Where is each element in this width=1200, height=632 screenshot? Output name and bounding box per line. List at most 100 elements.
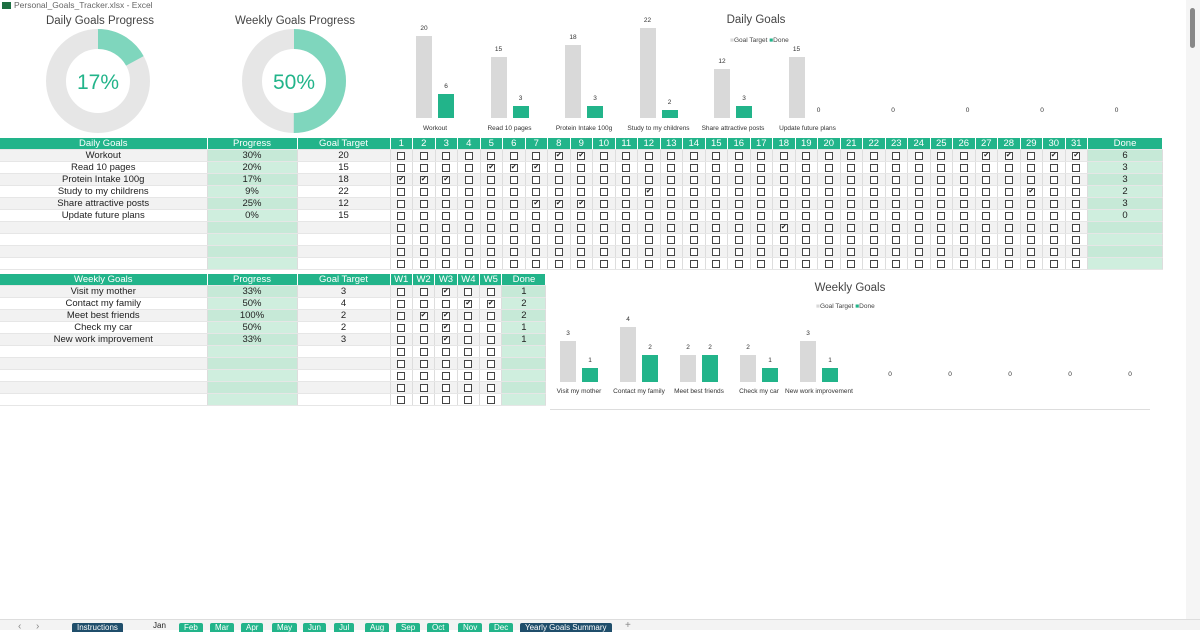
- checkbox[interactable]: [757, 235, 766, 244]
- checkbox[interactable]: [464, 259, 473, 268]
- progress-cell[interactable]: 50%: [207, 321, 298, 335]
- goal-cell[interactable]: [0, 381, 208, 395]
- checkbox[interactable]: [1049, 235, 1058, 244]
- checkbox[interactable]: [689, 175, 698, 184]
- checkbox[interactable]: [689, 151, 698, 160]
- checkbox[interactable]: [464, 383, 473, 392]
- checkbox[interactable]: [532, 223, 541, 232]
- checkbox[interactable]: [1049, 247, 1058, 256]
- checkbox[interactable]: [959, 175, 968, 184]
- checkbox[interactable]: [397, 347, 406, 356]
- goal-target-cell[interactable]: [297, 393, 391, 407]
- sheet-tab-yearly-goals-summary[interactable]: Yearly Goals Summary: [520, 623, 612, 632]
- goal-target-cell[interactable]: [297, 221, 391, 235]
- checkbox[interactable]: [847, 259, 856, 268]
- checkbox[interactable]: [712, 187, 721, 196]
- checkbox[interactable]: [869, 223, 878, 232]
- checkbox[interactable]: [757, 211, 766, 220]
- checkbox[interactable]: [757, 199, 766, 208]
- checkbox[interactable]: [779, 247, 788, 256]
- checkbox[interactable]: [442, 163, 451, 172]
- checkbox[interactable]: [1027, 211, 1036, 220]
- checkbox[interactable]: [982, 175, 991, 184]
- progress-cell[interactable]: [207, 369, 298, 383]
- checkbox[interactable]: [824, 187, 833, 196]
- checkbox[interactable]: [622, 259, 631, 268]
- checkbox[interactable]: [959, 235, 968, 244]
- checkbox[interactable]: [509, 223, 518, 232]
- checkbox[interactable]: [1027, 223, 1036, 232]
- goal-target-cell[interactable]: 18: [297, 173, 391, 187]
- checkbox[interactable]: [914, 223, 923, 232]
- done-cell[interactable]: 1: [501, 321, 547, 335]
- checkbox[interactable]: [622, 223, 631, 232]
- checkbox[interactable]: [464, 187, 473, 196]
- goal-cell[interactable]: [0, 345, 208, 359]
- checkbox[interactable]: [397, 323, 406, 332]
- checkbox[interactable]: [419, 371, 428, 380]
- checkbox[interactable]: [487, 175, 496, 184]
- checkbox[interactable]: [599, 175, 608, 184]
- checkbox[interactable]: [1004, 175, 1013, 184]
- checkbox[interactable]: [982, 235, 991, 244]
- checkbox[interactable]: [397, 187, 406, 196]
- checkbox[interactable]: [532, 175, 541, 184]
- checkbox[interactable]: [757, 151, 766, 160]
- checkbox[interactable]: [397, 223, 406, 232]
- checked-checkbox[interactable]: ✔: [532, 199, 541, 208]
- checkbox[interactable]: [397, 299, 406, 308]
- checkbox[interactable]: [441, 359, 450, 368]
- checkbox[interactable]: [1072, 223, 1081, 232]
- checkbox[interactable]: [554, 163, 563, 172]
- sheet-tab-jun[interactable]: Jun: [303, 623, 326, 632]
- checkbox[interactable]: [937, 175, 946, 184]
- checkbox[interactable]: [1049, 199, 1058, 208]
- goal-target-cell[interactable]: 22: [297, 185, 391, 199]
- checkbox[interactable]: [1004, 247, 1013, 256]
- checkbox[interactable]: [509, 199, 518, 208]
- done-cell[interactable]: [1087, 245, 1163, 259]
- progress-cell[interactable]: 100%: [207, 309, 298, 323]
- checked-checkbox[interactable]: ✔: [554, 151, 563, 160]
- checkbox[interactable]: [487, 259, 496, 268]
- checkbox[interactable]: [914, 187, 923, 196]
- checkbox[interactable]: [509, 151, 518, 160]
- checkbox[interactable]: [486, 347, 495, 356]
- checkbox[interactable]: [397, 335, 406, 344]
- checkbox[interactable]: [577, 211, 586, 220]
- checkbox[interactable]: [644, 259, 653, 268]
- checkbox[interactable]: [622, 151, 631, 160]
- checkbox[interactable]: [914, 151, 923, 160]
- sheet-tab-oct[interactable]: Oct: [427, 623, 450, 632]
- goal-cell[interactable]: [0, 233, 208, 247]
- checkbox[interactable]: [486, 287, 495, 296]
- checkbox[interactable]: [599, 163, 608, 172]
- done-cell[interactable]: [501, 345, 547, 359]
- checkbox[interactable]: [847, 151, 856, 160]
- checkbox[interactable]: [914, 247, 923, 256]
- checked-checkbox[interactable]: ✔: [1072, 151, 1081, 160]
- checkbox[interactable]: [599, 199, 608, 208]
- goal-cell[interactable]: Read 10 pages: [0, 161, 208, 175]
- done-cell[interactable]: 1: [501, 285, 547, 299]
- progress-cell[interactable]: 17%: [207, 173, 298, 187]
- checkbox[interactable]: [1072, 163, 1081, 172]
- progress-cell[interactable]: 33%: [207, 285, 298, 299]
- checkbox[interactable]: [914, 259, 923, 268]
- checkbox[interactable]: [397, 259, 406, 268]
- checked-checkbox[interactable]: ✔: [441, 335, 450, 344]
- goal-target-cell[interactable]: 15: [297, 161, 391, 175]
- checkbox[interactable]: [959, 187, 968, 196]
- checkbox[interactable]: [892, 187, 901, 196]
- checkbox[interactable]: [1049, 163, 1058, 172]
- checkbox[interactable]: [892, 199, 901, 208]
- progress-cell[interactable]: [207, 221, 298, 235]
- checkbox[interactable]: [599, 259, 608, 268]
- checkbox[interactable]: [577, 223, 586, 232]
- checkbox[interactable]: [464, 323, 473, 332]
- goal-cell[interactable]: [0, 393, 208, 407]
- checkbox[interactable]: [419, 395, 428, 404]
- checkbox[interactable]: [734, 175, 743, 184]
- checkbox[interactable]: [622, 211, 631, 220]
- checkbox[interactable]: [779, 163, 788, 172]
